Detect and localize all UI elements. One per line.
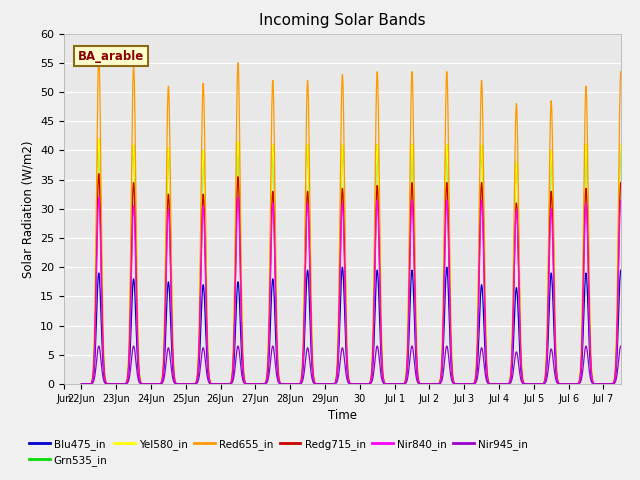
Nir840_in [516,326,524,332]
Nir840_in [481,293,488,299]
Yel580_in [549,227,557,233]
Blu475_in [628,381,636,387]
Nir945_in [192,381,200,387]
Nir840_in [431,381,439,387]
Yel580_in [95,136,102,142]
Yel580_in [431,381,439,387]
Red655_in [481,235,488,241]
Y-axis label: Solar Radiation (W/m2): Solar Radiation (W/m2) [22,140,35,277]
Redg715_in [95,171,102,177]
Text: BA_arable: BA_arable [78,50,144,63]
Line: Nir840_in: Nir840_in [81,197,638,384]
Redg715_in [431,381,439,387]
Grn535_in [95,136,102,142]
Nir840_in [634,381,640,387]
Nir840_in [95,194,102,200]
Grn535_in [549,227,557,233]
Red655_in [516,293,524,299]
Grn535_in [192,380,200,386]
Line: Redg715_in: Redg715_in [81,174,638,384]
Line: Red655_in: Red655_in [81,57,638,384]
Blu475_in [516,351,524,357]
Blu475_in [431,381,439,387]
Redg715_in [516,324,524,330]
Redg715_in [77,381,85,387]
Line: Grn535_in: Grn535_in [81,139,638,384]
Nir945_in [549,358,557,364]
Blu475_in [77,381,85,387]
Red655_in [77,381,85,387]
Legend: Blu475_in, Grn535_in, Yel580_in, Red655_in, Redg715_in, Nir840_in, Nir945_in: Blu475_in, Grn535_in, Yel580_in, Red655_… [25,435,532,470]
Yel580_in [77,381,85,387]
Grn535_in [516,312,524,317]
Nir945_in [516,371,524,377]
Redg715_in [192,381,200,386]
Blu475_in [549,308,557,313]
Line: Nir945_in: Nir945_in [81,346,638,384]
Red655_in [634,381,640,387]
Red655_in [628,381,636,387]
Blu475_in [191,381,199,386]
Yel580_in [516,312,524,317]
Grn535_in [77,381,85,387]
Redg715_in [634,381,640,387]
Title: Incoming Solar Bands: Incoming Solar Bands [259,13,426,28]
Line: Yel580_in: Yel580_in [81,139,638,384]
Grn535_in [634,381,640,387]
Red655_in [549,194,557,200]
Nir945_in [634,381,640,387]
Yel580_in [192,380,200,386]
Grn535_in [431,381,439,387]
Yel580_in [634,381,640,387]
Nir840_in [549,265,557,271]
Redg715_in [628,381,636,387]
Nir945_in [95,343,102,349]
Nir840_in [192,381,200,386]
Nir840_in [628,381,636,387]
Redg715_in [481,284,488,290]
Nir945_in [431,381,439,387]
Nir945_in [628,381,636,387]
Nir840_in [77,381,85,387]
Red655_in [192,380,200,386]
Blu475_in [481,333,488,339]
Nir945_in [77,381,85,387]
Red655_in [431,381,439,387]
Nir945_in [481,364,488,370]
Yel580_in [481,266,488,272]
Blu475_in [443,264,451,270]
Grn535_in [628,381,636,387]
X-axis label: Time: Time [328,409,357,422]
Line: Blu475_in: Blu475_in [81,267,638,384]
Grn535_in [481,266,488,272]
Yel580_in [628,381,636,387]
Red655_in [95,54,102,60]
Redg715_in [549,254,557,260]
Blu475_in [634,381,640,387]
